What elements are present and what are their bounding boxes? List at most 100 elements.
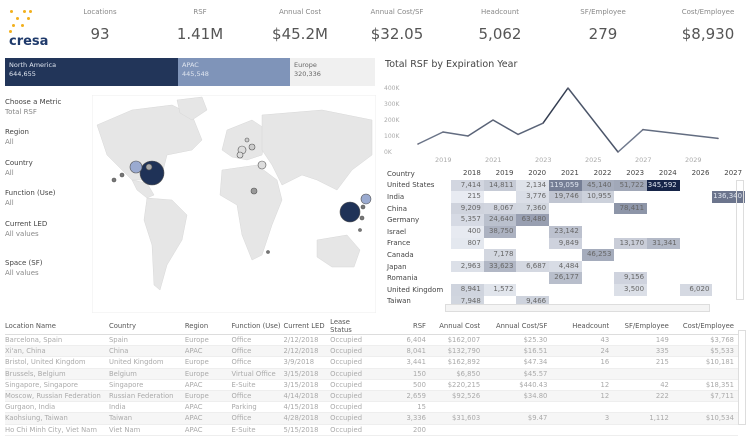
heatmap-cell[interactable]: 26,177 xyxy=(549,272,582,284)
heatmap-cell[interactable]: 9,156 xyxy=(614,272,648,284)
heatmap-cell[interactable] xyxy=(484,272,517,284)
column-header[interactable]: Lease Status xyxy=(330,318,374,335)
heatmap-cell[interactable] xyxy=(614,249,647,261)
column-header[interactable]: RSF xyxy=(373,318,430,335)
data-point[interactable] xyxy=(467,135,469,137)
heatmap-cell[interactable]: 136,340 xyxy=(712,191,746,203)
heatmap-cell[interactable]: 119,059 xyxy=(549,179,582,192)
filter-choose-a-metric[interactable]: Choose a Metric Total RSF xyxy=(5,98,61,116)
data-point[interactable] xyxy=(642,128,644,131)
location-bubble[interactable] xyxy=(139,160,165,186)
heatmap-cell[interactable]: 13,170 xyxy=(614,237,648,250)
heatmap-cell[interactable] xyxy=(647,272,680,284)
heatmap-cell[interactable] xyxy=(680,226,713,238)
heatmap-cell[interactable]: 14,811 xyxy=(483,179,517,192)
location-bubble[interactable] xyxy=(250,187,258,195)
filter-country[interactable]: Country All xyxy=(5,159,33,177)
data-point[interactable] xyxy=(617,151,619,153)
table-row[interactable]: Ho Chi Minh City, Viet Nam Viet Nam APAC E-… xyxy=(5,424,738,436)
heatmap-cell[interactable]: 6,687 xyxy=(516,260,550,273)
table-row[interactable]: Bristol, United Kingdom United Kingdom Eur… xyxy=(5,356,738,369)
heatmap-cell[interactable] xyxy=(582,203,615,215)
heatmap-cell[interactable]: 2,963 xyxy=(451,260,484,273)
heatmap-cell[interactable]: 9,466 xyxy=(516,295,550,308)
heatmap-cell[interactable]: 9,849 xyxy=(549,237,582,250)
heatmap-cell[interactable] xyxy=(549,249,582,261)
heatmap-cell[interactable] xyxy=(647,249,680,261)
filter-space-sf-[interactable]: Space (SF) All values xyxy=(5,259,43,277)
data-point[interactable] xyxy=(492,119,494,121)
table-row[interactable]: Gurgaon, India India APAC Parking 4/15/2018 O… xyxy=(5,401,738,414)
location-bubble[interactable] xyxy=(359,215,365,221)
heatmap-cell[interactable] xyxy=(451,249,484,261)
data-point[interactable] xyxy=(567,87,569,89)
heatmap-cell[interactable]: 9,209 xyxy=(451,202,484,215)
heatmap-cell[interactable] xyxy=(516,284,549,296)
heatmap-cell[interactable] xyxy=(614,261,647,273)
column-header[interactable]: Annual Cost xyxy=(429,318,485,335)
column-header[interactable]: Cost/Employee xyxy=(672,318,738,335)
location-bubble[interactable] xyxy=(145,163,153,171)
column-header[interactable]: Location Name xyxy=(5,318,109,335)
location-bubble[interactable] xyxy=(257,160,267,170)
location-bubble[interactable] xyxy=(129,160,143,174)
heatmap-cell[interactable] xyxy=(680,214,713,226)
data-point[interactable] xyxy=(717,137,719,140)
heatmap-cell[interactable] xyxy=(680,261,713,273)
heatmap-cell[interactable]: 51,722 xyxy=(614,179,648,192)
heatmap-cell[interactable] xyxy=(680,238,713,250)
heatmap-cell[interactable] xyxy=(680,191,713,203)
heatmap-cell[interactable] xyxy=(680,180,713,192)
heatmap-cell[interactable]: 24,640 xyxy=(483,214,517,226)
heatmap-cell[interactable]: 10,955 xyxy=(581,191,615,203)
data-point[interactable] xyxy=(542,122,544,124)
heatmap-cell[interactable]: 7,414 xyxy=(451,179,484,192)
line-chart[interactable]: 0K 100K 200K 300K 400K 2019 2021 2023 2025 2027 20… xyxy=(380,74,750,164)
column-header[interactable]: Current LED xyxy=(283,318,331,335)
heatmap-cell[interactable]: 2,134 xyxy=(516,179,550,192)
heatmap-cell[interactable] xyxy=(680,249,713,261)
column-header[interactable]: Annual Cost/SF xyxy=(484,318,552,335)
heatmap-cell[interactable]: 46,253 xyxy=(581,249,615,261)
heatmap-cell[interactable] xyxy=(582,214,615,226)
heatmap-cell[interactable] xyxy=(582,272,615,284)
heatmap-cell[interactable]: 807 xyxy=(451,237,484,250)
location-bubble[interactable] xyxy=(360,204,366,210)
heatmap-cell[interactable]: 1,572 xyxy=(483,283,517,296)
heatmap-cell[interactable]: 345,592 xyxy=(647,179,680,192)
column-header[interactable]: Headcount xyxy=(551,318,614,335)
heatmap-cell[interactable]: 33,623 xyxy=(483,260,517,273)
filter-function-use-[interactable]: Function (Use) All xyxy=(5,189,56,207)
heatmap-cell[interactable]: 400 xyxy=(451,225,484,238)
heatmap-cell[interactable]: 3,500 xyxy=(614,283,648,296)
location-bubble[interactable] xyxy=(236,151,244,159)
heatmap-cell[interactable]: 63,480 xyxy=(516,214,550,226)
data-point[interactable] xyxy=(417,143,419,145)
region-tile-europe[interactable]: Europe 320,336 xyxy=(290,58,375,86)
location-bubble[interactable] xyxy=(111,177,117,183)
heatmap-cell[interactable] xyxy=(647,214,680,226)
heatmap-horizontal-scrollbar[interactable] xyxy=(445,304,710,312)
table-row[interactable]: Kaohsiung, Taiwan Taiwan APAC Office 4/28/20… xyxy=(5,412,738,425)
heatmap-cell[interactable] xyxy=(582,226,615,238)
heatmap-cell[interactable]: 78,411 xyxy=(614,202,648,215)
data-point[interactable] xyxy=(442,131,444,133)
heatmap-cell[interactable] xyxy=(647,203,680,215)
heatmap-cell[interactable] xyxy=(582,261,615,273)
heatmap-cell[interactable]: 5,357 xyxy=(451,214,484,226)
heatmap-cell[interactable] xyxy=(614,214,647,226)
region-tile-north-america[interactable]: North America 644,655 xyxy=(5,58,178,86)
heatmap-cell[interactable] xyxy=(582,238,615,250)
column-header[interactable]: Region xyxy=(184,318,232,335)
table-row[interactable]: Moscow, Russian Federation Russian Federa… xyxy=(5,390,738,403)
heatmap-cell[interactable] xyxy=(549,214,582,226)
heatmap-cell[interactable] xyxy=(647,191,680,203)
heatmap-cell[interactable]: 45,140 xyxy=(581,179,615,192)
heatmap-cell[interactable]: 8,067 xyxy=(483,202,517,215)
heatmap-cell[interactable]: 38,750 xyxy=(483,225,517,238)
heatmap-cell[interactable] xyxy=(549,284,582,296)
table-vertical-scrollbar[interactable] xyxy=(738,330,746,425)
heatmap-cell[interactable]: 4,484 xyxy=(549,260,582,273)
heatmap-cell[interactable] xyxy=(647,261,680,273)
heatmap-cell[interactable]: 215 xyxy=(451,191,484,203)
